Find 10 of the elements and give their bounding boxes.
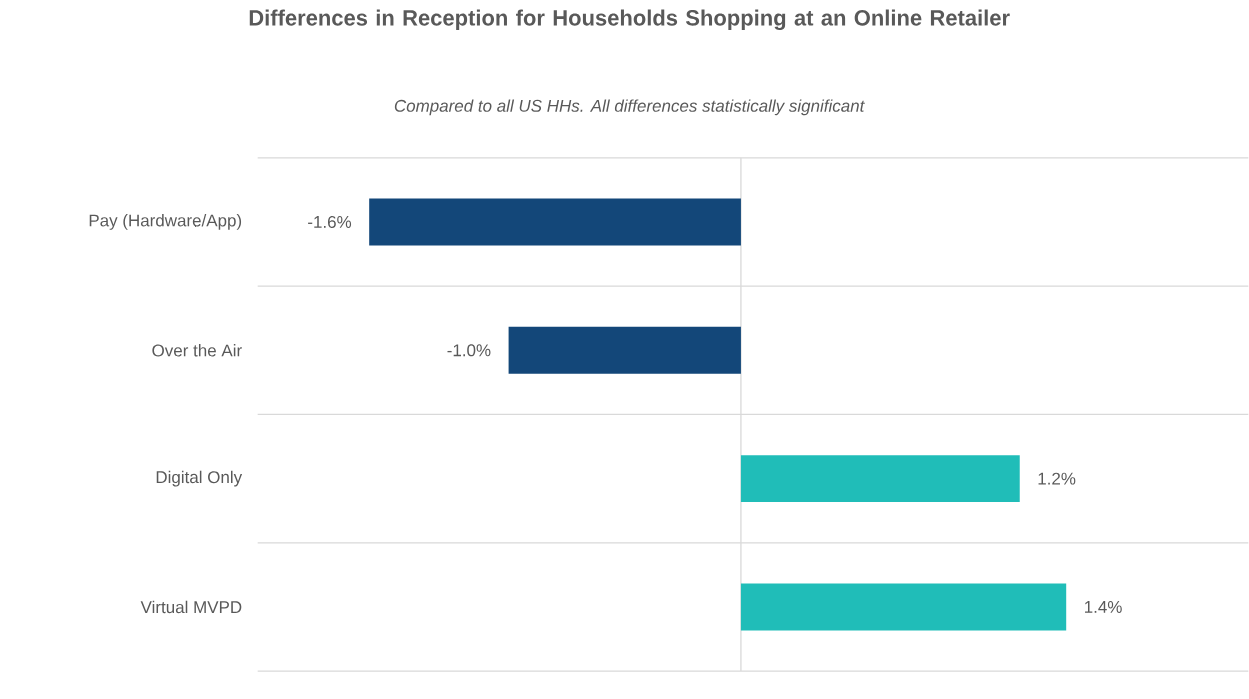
data-label: -1.6% [308,215,352,228]
y-tick-label: Virtual MVPD [140,600,242,614]
data-label: 1.4% [1085,600,1122,613]
chart-title: Differences in Reception for Households Shopping at an Online Retailer [249,9,1010,31]
data-label: -1.0% [447,344,491,357]
y-tick-label: Over the Air [152,344,242,357]
chart-subtitle: Compared to all US HHs. All differences statistically significant [394,99,865,116]
y-tick-label: Pay (Hardware/App) [89,214,242,230]
data-label: 1.2% [1038,472,1076,485]
y-tick-label: Digital Only [156,470,243,487]
